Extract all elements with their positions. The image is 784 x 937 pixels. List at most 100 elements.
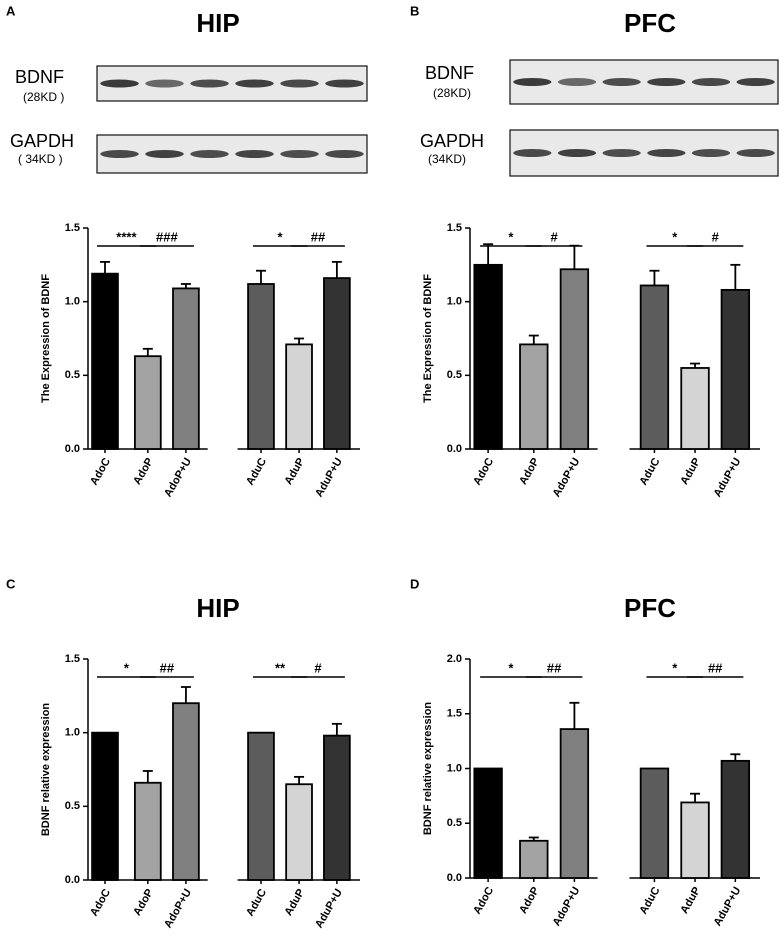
y-tick-label: 1.0: [65, 296, 80, 308]
bar: [720, 288, 751, 450]
chart-title: PFC: [624, 593, 676, 623]
bar: [91, 731, 119, 881]
significance-label: #: [712, 229, 720, 244]
panel-label: B: [410, 3, 419, 18]
panel-label: C: [6, 576, 16, 591]
y-tick-label: 1.0: [447, 296, 462, 308]
x-tick-label: AduP: [282, 456, 307, 487]
x-tick-label: AduP+U: [313, 456, 345, 499]
y-tick-label: 0.5: [65, 800, 80, 812]
significance-label: ****: [116, 229, 137, 244]
chart-title: HIP: [196, 8, 239, 38]
blot-band: [280, 79, 319, 88]
x-tick-label: AdoP+U: [162, 887, 194, 930]
y-tick-label: 0.5: [447, 817, 462, 829]
x-tick-label: AdoP+U: [551, 456, 583, 499]
x-tick-label: AduP: [678, 885, 703, 916]
bar: [680, 801, 710, 879]
blot-band: [145, 150, 184, 158]
blot-size: (34KD): [428, 152, 466, 166]
x-tick-label: AdoP: [517, 456, 542, 487]
x-tick-label: AduP: [678, 456, 703, 487]
bar: [473, 263, 503, 450]
bar: [323, 734, 351, 881]
significance-label: *: [508, 660, 514, 675]
blot-image: [96, 65, 368, 102]
x-tick-label: AdoP: [131, 456, 156, 487]
x-tick-label: AduC: [244, 887, 269, 918]
bar: [559, 268, 590, 450]
y-tick-label: 0.0: [447, 872, 462, 884]
blot-size: ( 34KD ): [18, 152, 63, 166]
significance-label: ##: [311, 229, 326, 244]
panel-label: A: [6, 3, 16, 18]
blot-label: BDNF: [15, 67, 64, 87]
x-tick-label: AduP+U: [712, 885, 744, 928]
bar: [519, 343, 549, 450]
bar: [134, 355, 162, 450]
blot-size: (28KD): [433, 86, 471, 100]
blot-band: [647, 149, 686, 157]
x-tick-label: AduP+U: [712, 456, 744, 499]
bar: [720, 759, 751, 879]
blot-size: (28KD ): [23, 90, 64, 104]
blot-band: [100, 150, 139, 158]
blot-band: [736, 149, 775, 157]
blot-band: [647, 78, 686, 86]
blot-band: [513, 149, 552, 157]
x-tick-label: AduP+U: [313, 887, 345, 930]
blot-band: [513, 78, 552, 86]
blot-band: [190, 150, 229, 158]
x-tick-label: AduC: [244, 456, 269, 487]
blot-band: [235, 79, 274, 88]
blot-band: [280, 150, 319, 158]
significance-label: ###: [156, 229, 178, 244]
x-tick-label: AduC: [637, 885, 662, 916]
bar: [172, 702, 200, 881]
bar: [91, 272, 119, 450]
bar: [172, 287, 200, 450]
blot-image: [509, 129, 779, 177]
chart-title: HIP: [196, 593, 239, 623]
bar: [559, 728, 590, 879]
blot-band: [602, 78, 641, 86]
y-tick-label: 1.5: [447, 222, 462, 234]
x-tick-label: AdoC: [471, 456, 496, 487]
y-tick-label: 0.0: [447, 443, 462, 455]
significance-label: ##: [708, 660, 723, 675]
y-tick-label: 1.0: [447, 762, 462, 774]
x-tick-label: AduP: [282, 887, 307, 918]
bar: [285, 783, 313, 881]
x-tick-label: AdoP+U: [162, 456, 194, 499]
y-tick-label: 0.5: [447, 369, 462, 381]
blot-band: [100, 79, 139, 88]
significance-label: *: [124, 660, 130, 675]
y-tick-label: 0.0: [65, 443, 80, 455]
y-axis-title: The Expression of BDNF: [422, 274, 434, 403]
blot-band: [602, 149, 641, 157]
significance-label: *: [672, 660, 678, 675]
bar: [473, 767, 503, 879]
blot-label: BDNF: [425, 63, 474, 83]
x-tick-label: AduC: [637, 456, 662, 487]
y-tick-label: 2.0: [447, 653, 462, 665]
bar: [680, 367, 710, 450]
blot-band: [145, 79, 184, 88]
blot-band: [235, 150, 274, 158]
significance-label: *: [508, 229, 514, 244]
significance-label: #: [550, 229, 558, 244]
blot-band: [190, 79, 229, 88]
y-tick-label: 0.0: [65, 874, 80, 886]
panel-label: D: [410, 576, 419, 591]
significance-label: ##: [547, 660, 562, 675]
bar: [247, 283, 275, 450]
blot-band: [325, 79, 364, 88]
y-tick-label: 0.5: [65, 369, 80, 381]
blot-band: [557, 149, 597, 157]
y-tick-label: 1.0: [65, 727, 80, 739]
blot-band: [325, 150, 364, 158]
y-tick-label: 1.5: [65, 653, 80, 665]
bar: [285, 343, 313, 450]
blot-band: [557, 78, 597, 86]
